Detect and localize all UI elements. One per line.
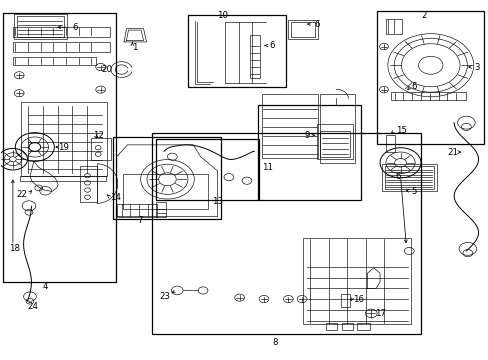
Text: 10: 10	[217, 11, 227, 20]
Text: 9: 9	[305, 131, 310, 140]
Text: 4: 4	[43, 282, 48, 291]
Text: 2: 2	[420, 11, 426, 20]
Text: 8: 8	[271, 338, 277, 347]
Bar	[316, 124, 352, 159]
Bar	[385, 135, 394, 152]
Bar	[390, 93, 466, 100]
Bar	[341, 323, 352, 330]
Bar	[117, 204, 157, 217]
Bar	[17, 17, 64, 37]
Text: 19: 19	[58, 143, 69, 152]
Bar	[303, 238, 410, 324]
Bar	[14, 14, 67, 40]
Bar	[326, 323, 336, 330]
Bar	[340, 294, 349, 307]
Bar	[80, 166, 97, 202]
Text: 6: 6	[314, 19, 320, 28]
Text: 11: 11	[262, 163, 273, 172]
Bar	[188, 15, 285, 87]
Bar	[13, 42, 110, 51]
Bar	[381, 164, 436, 191]
Bar	[320, 131, 349, 157]
Text: 21: 21	[446, 148, 457, 157]
Bar	[385, 19, 401, 34]
Bar	[156, 139, 259, 200]
Text: 24: 24	[27, 302, 38, 311]
Bar	[320, 94, 354, 163]
Bar	[288, 20, 317, 40]
Text: 6: 6	[269, 41, 275, 50]
Bar	[376, 12, 484, 144]
Text: 22: 22	[17, 190, 27, 199]
Bar	[3, 13, 116, 282]
Bar	[13, 27, 110, 37]
Bar	[122, 174, 207, 210]
Text: 18: 18	[9, 244, 20, 253]
Text: 13: 13	[212, 197, 223, 206]
Text: 1: 1	[132, 43, 137, 52]
Bar	[356, 323, 369, 330]
Text: 6: 6	[410, 82, 416, 91]
Text: 5: 5	[410, 187, 416, 196]
Bar	[113, 137, 221, 220]
Bar	[250, 35, 260, 78]
Text: 12: 12	[93, 131, 103, 140]
Text: 16: 16	[352, 294, 363, 303]
Bar	[384, 166, 433, 189]
Text: 14: 14	[110, 193, 121, 202]
Text: 7: 7	[137, 216, 142, 225]
Text: 15: 15	[395, 126, 406, 135]
Bar	[152, 134, 420, 334]
Text: 23: 23	[159, 292, 170, 301]
Bar	[91, 138, 111, 160]
Text: 6: 6	[394, 172, 400, 181]
Bar	[258, 105, 360, 200]
Bar	[291, 22, 314, 37]
Bar	[261, 94, 317, 158]
Bar	[21, 102, 106, 176]
Text: 6: 6	[73, 23, 78, 32]
Bar	[156, 202, 166, 217]
Bar	[13, 57, 96, 65]
Text: 3: 3	[474, 63, 479, 72]
Text: 20: 20	[102, 65, 113, 74]
Bar	[20, 176, 105, 181]
Text: 17: 17	[374, 309, 386, 318]
